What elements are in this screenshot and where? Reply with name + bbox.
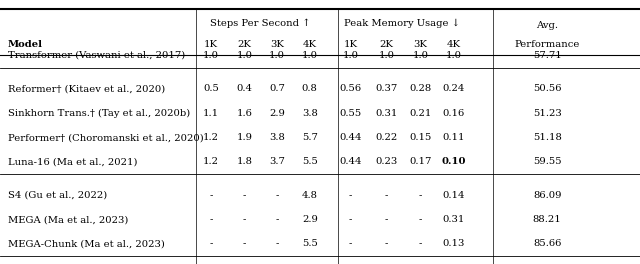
Text: -: - — [209, 191, 213, 200]
Text: 1.6: 1.6 — [237, 109, 252, 118]
Text: 1.0: 1.0 — [302, 51, 317, 60]
Text: -: - — [419, 215, 422, 224]
Text: 1.0: 1.0 — [343, 51, 359, 60]
Text: 86.09: 86.09 — [533, 191, 561, 200]
Text: Performer† (Choromanski et al., 2020): Performer† (Choromanski et al., 2020) — [8, 133, 204, 142]
Text: -: - — [419, 191, 422, 200]
Text: 2.9: 2.9 — [269, 109, 285, 118]
Text: 4K: 4K — [303, 40, 317, 49]
Text: S4 (Gu et al., 2022): S4 (Gu et al., 2022) — [8, 191, 107, 200]
Text: 1.1: 1.1 — [203, 109, 220, 118]
Text: 0.28: 0.28 — [410, 84, 431, 93]
Text: 0.4: 0.4 — [237, 84, 253, 93]
Text: Transformer (Vaswani et al., 2017): Transformer (Vaswani et al., 2017) — [8, 51, 185, 60]
Text: 57.71: 57.71 — [533, 51, 561, 60]
Text: 3K: 3K — [413, 40, 428, 49]
Text: 1.8: 1.8 — [237, 157, 253, 166]
Text: -: - — [385, 191, 388, 200]
Text: 0.17: 0.17 — [410, 157, 431, 166]
Text: 1.2: 1.2 — [204, 133, 219, 142]
Text: -: - — [209, 239, 213, 248]
Text: 0.8: 0.8 — [302, 84, 317, 93]
Text: Sinkhorn Trans.† (Tay et al., 2020b): Sinkhorn Trans.† (Tay et al., 2020b) — [8, 109, 190, 118]
Text: 0.55: 0.55 — [340, 109, 362, 118]
Text: 1.0: 1.0 — [269, 51, 285, 60]
Text: Performance: Performance — [515, 40, 580, 49]
Text: 3.8: 3.8 — [302, 109, 317, 118]
Text: -: - — [243, 239, 246, 248]
Text: -: - — [275, 239, 279, 248]
Text: Model: Model — [8, 40, 43, 49]
Text: MEGA-Chunk (Ma et al., 2023): MEGA-Chunk (Ma et al., 2023) — [8, 239, 164, 248]
Text: 3.8: 3.8 — [269, 133, 285, 142]
Text: -: - — [243, 191, 246, 200]
Text: 5.5: 5.5 — [302, 157, 317, 166]
Text: -: - — [385, 239, 388, 248]
Text: 1.0: 1.0 — [237, 51, 253, 60]
Text: 0.5: 0.5 — [204, 84, 219, 93]
Text: -: - — [385, 215, 388, 224]
Text: 0.22: 0.22 — [376, 133, 397, 142]
Text: 0.37: 0.37 — [376, 84, 397, 93]
Text: 0.31: 0.31 — [376, 109, 397, 118]
Text: 5.7: 5.7 — [302, 133, 317, 142]
Text: Reformer† (Kitaev et al., 2020): Reformer† (Kitaev et al., 2020) — [8, 84, 165, 93]
Text: Steps Per Second ↑: Steps Per Second ↑ — [210, 19, 311, 29]
Text: 51.18: 51.18 — [532, 133, 562, 142]
Text: 1K: 1K — [204, 40, 218, 49]
Text: Luna-16 (Ma et al., 2021): Luna-16 (Ma et al., 2021) — [8, 157, 137, 166]
Text: 51.23: 51.23 — [533, 109, 561, 118]
Text: 1.2: 1.2 — [204, 157, 219, 166]
Text: 0.16: 0.16 — [443, 109, 465, 118]
Text: -: - — [275, 191, 279, 200]
Text: 3K: 3K — [270, 40, 284, 49]
Text: -: - — [243, 215, 246, 224]
Text: 0.15: 0.15 — [410, 133, 431, 142]
Text: 2K: 2K — [237, 40, 252, 49]
Text: 0.56: 0.56 — [340, 84, 362, 93]
Text: -: - — [349, 215, 353, 224]
Text: 0.14: 0.14 — [442, 191, 465, 200]
Text: -: - — [349, 239, 353, 248]
Text: -: - — [419, 239, 422, 248]
Text: 5.5: 5.5 — [302, 239, 317, 248]
Text: -: - — [349, 191, 353, 200]
Text: 59.55: 59.55 — [533, 157, 561, 166]
Text: 2K: 2K — [380, 40, 394, 49]
Text: 1.0: 1.0 — [445, 51, 462, 60]
Text: 1.9: 1.9 — [237, 133, 253, 142]
Text: -: - — [275, 215, 279, 224]
Text: -: - — [209, 215, 213, 224]
Text: Avg.: Avg. — [536, 21, 558, 30]
Text: 1K: 1K — [344, 40, 358, 49]
Text: MEGA (Ma et al., 2023): MEGA (Ma et al., 2023) — [8, 215, 128, 224]
Text: 4K: 4K — [447, 40, 461, 49]
Text: 1.0: 1.0 — [379, 51, 394, 60]
Text: 1.0: 1.0 — [413, 51, 429, 60]
Text: 0.23: 0.23 — [376, 157, 397, 166]
Text: 0.31: 0.31 — [443, 215, 465, 224]
Text: 0.44: 0.44 — [339, 133, 362, 142]
Text: 0.44: 0.44 — [339, 157, 362, 166]
Text: 1.0: 1.0 — [204, 51, 219, 60]
Text: 0.11: 0.11 — [442, 133, 465, 142]
Text: Peak Memory Usage ↓: Peak Memory Usage ↓ — [344, 19, 460, 28]
Text: 50.56: 50.56 — [533, 84, 561, 93]
Text: 4.8: 4.8 — [302, 191, 317, 200]
Text: 0.21: 0.21 — [410, 109, 431, 118]
Text: 2.9: 2.9 — [302, 215, 317, 224]
Text: 0.24: 0.24 — [443, 84, 465, 93]
Text: 0.10: 0.10 — [442, 157, 466, 166]
Text: 88.21: 88.21 — [533, 215, 561, 224]
Text: 85.66: 85.66 — [533, 239, 561, 248]
Text: 3.7: 3.7 — [269, 157, 285, 166]
Text: 0.7: 0.7 — [269, 84, 285, 93]
Text: 0.13: 0.13 — [443, 239, 465, 248]
